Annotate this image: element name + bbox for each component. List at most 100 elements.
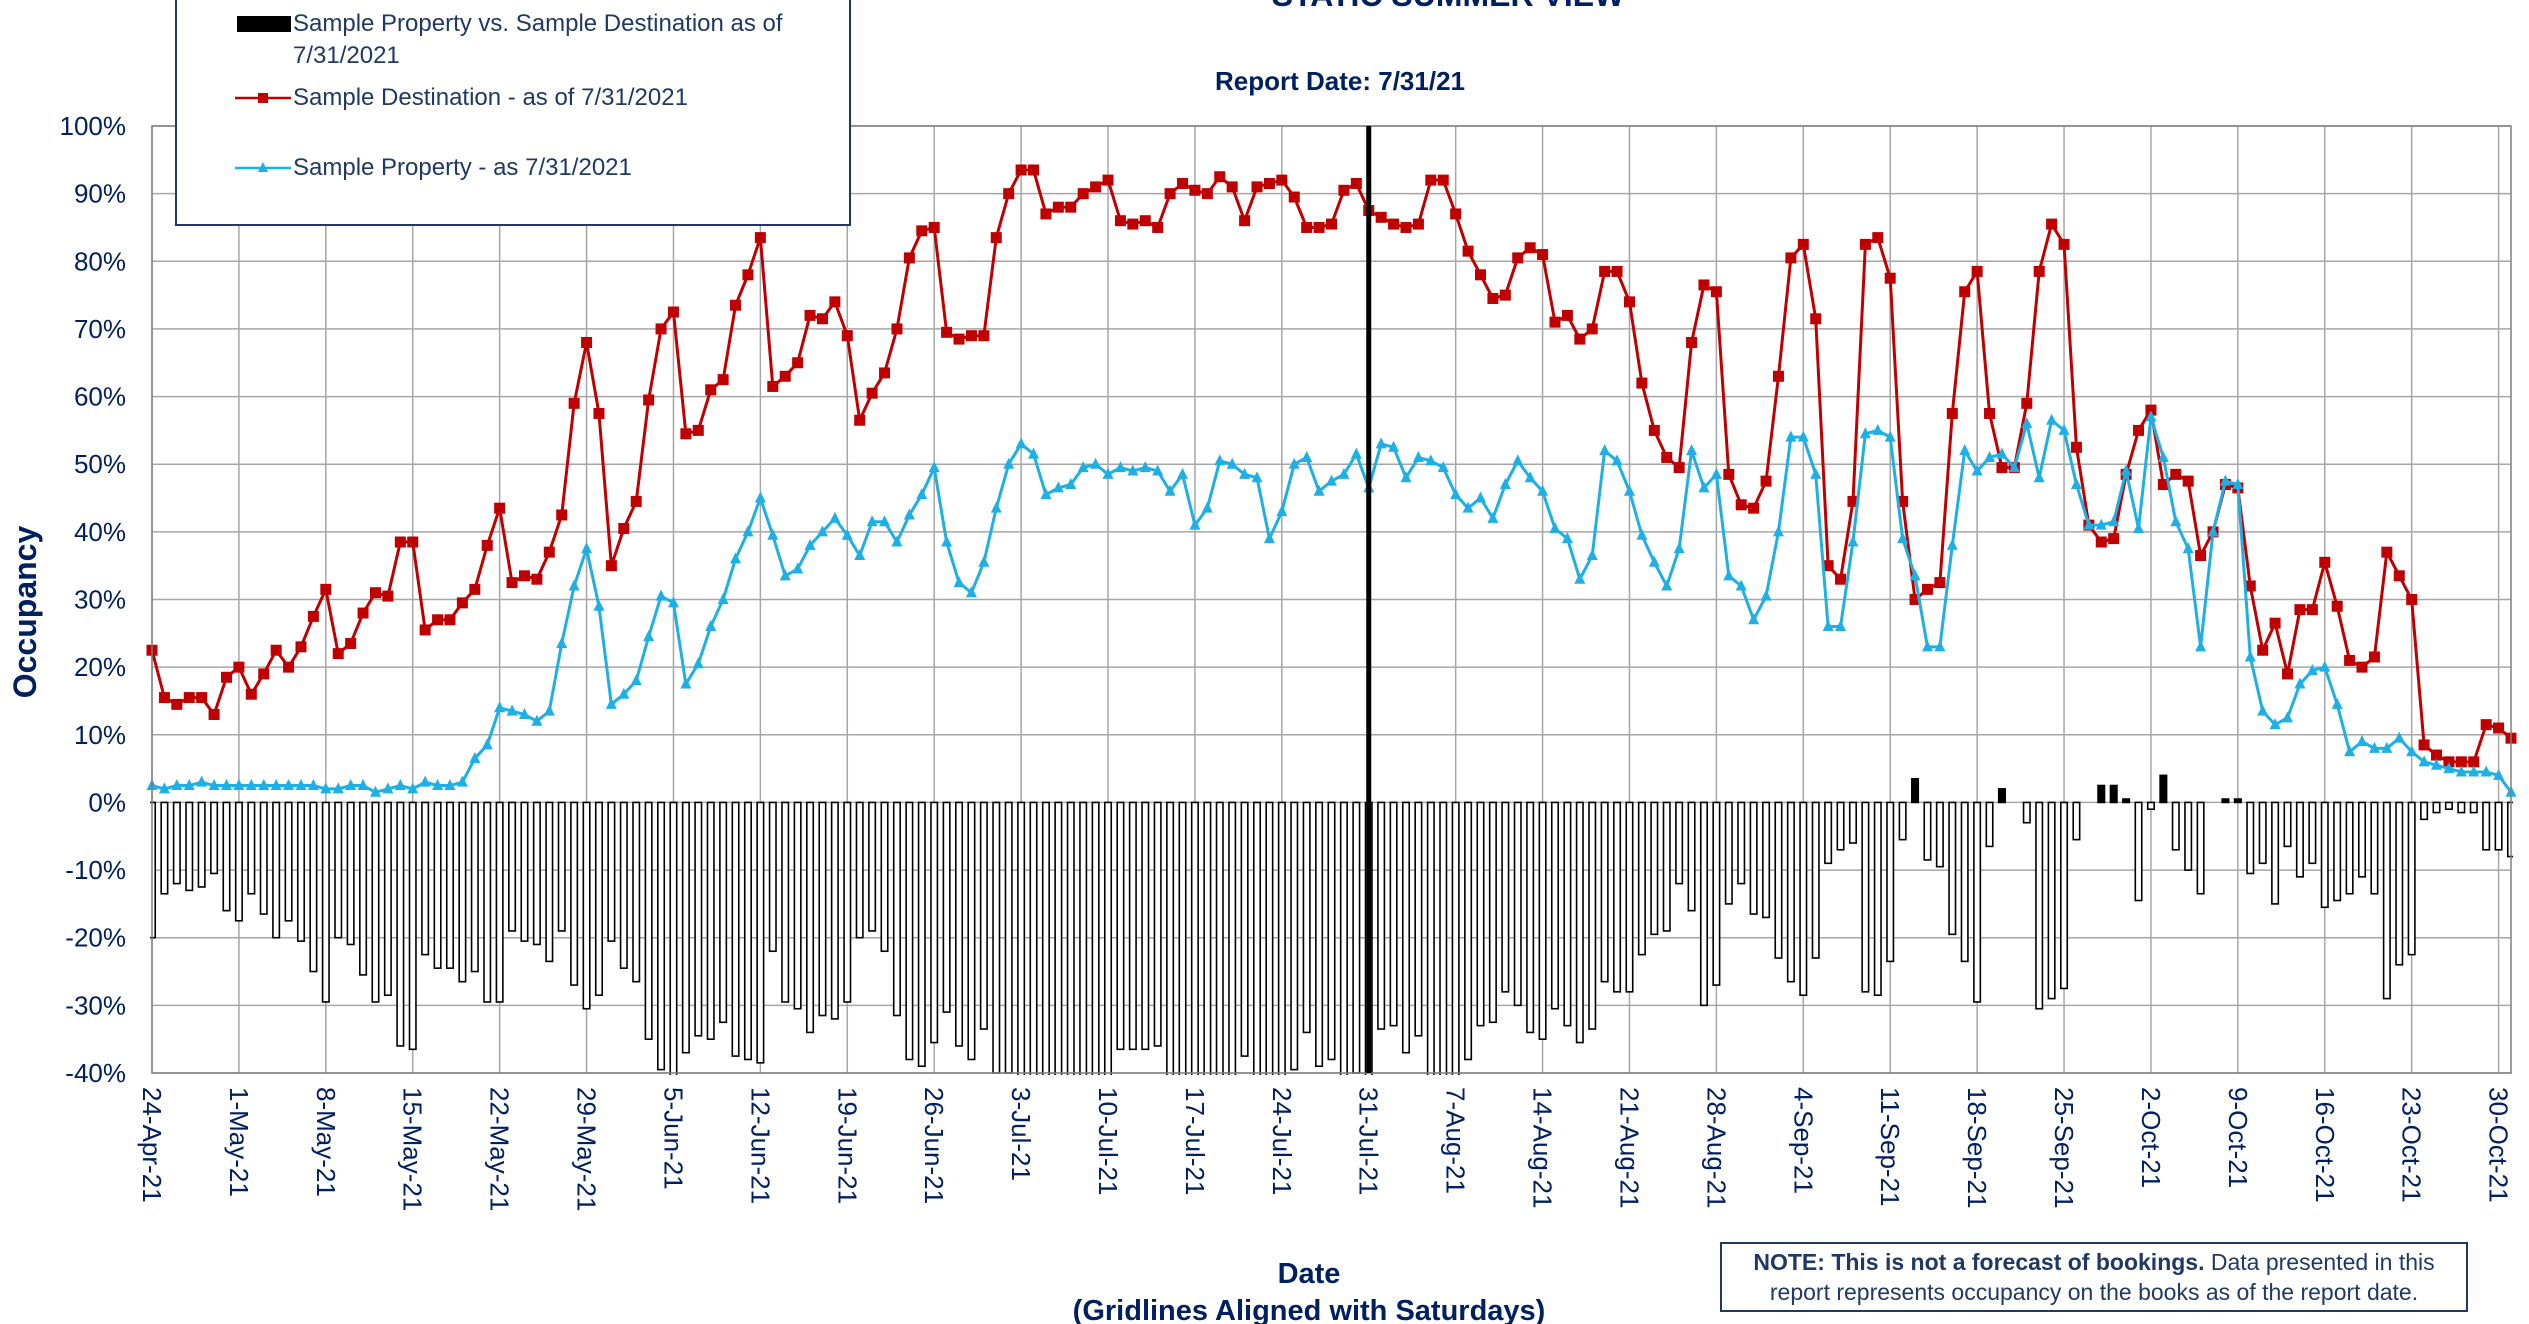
y-tick-label: 30%: [74, 585, 126, 615]
x-tick-label: 29-May-21: [572, 1087, 602, 1211]
line-marker: [593, 407, 605, 419]
line-marker: [1003, 188, 1015, 200]
line-marker: [2108, 533, 2120, 545]
bar: [594, 801, 603, 997]
line-marker: [1723, 468, 1735, 480]
line-marker: [1959, 444, 1971, 456]
line-marker: [990, 501, 1002, 513]
line-marker: [1934, 640, 1946, 652]
line-marker: [1822, 620, 1834, 632]
bar: [1861, 801, 1870, 993]
x-tick-label: 15-May-21: [398, 1087, 428, 1211]
line-marker: [1412, 450, 1424, 462]
bar: [818, 801, 827, 1017]
line-marker: [2182, 475, 2194, 487]
line-marker: [804, 538, 816, 550]
x-tick-label: 3-Jul-21: [1006, 1087, 1036, 1181]
bar: [880, 801, 889, 953]
bar: [2258, 801, 2267, 865]
bar: [967, 801, 976, 1061]
line-marker: [2282, 668, 2294, 680]
bar: [1873, 801, 1882, 997]
line-marker: [1052, 481, 1064, 493]
line-marker: [1996, 447, 2008, 459]
line-marker: [804, 309, 816, 321]
line-marker: [1487, 511, 1499, 523]
bar: [222, 801, 231, 912]
line-marker: [2046, 218, 2058, 230]
line-marker: [1648, 555, 1660, 567]
bar: [2494, 801, 2503, 851]
line-marker: [2319, 660, 2331, 672]
line-marker: [456, 775, 468, 787]
line-marker: [1524, 471, 1536, 483]
line-marker: [953, 576, 965, 588]
lines: [146, 164, 2517, 797]
bar: [2271, 801, 2280, 905]
bar: [2072, 801, 2081, 841]
bar: [2395, 801, 2404, 966]
bar: [2047, 801, 2056, 1000]
line-marker: [2058, 238, 2070, 250]
line-marker: [1177, 177, 1189, 189]
line-marker: [481, 539, 493, 551]
line-marker: [369, 785, 381, 797]
line-marker: [1810, 467, 1822, 479]
line-marker: [1748, 613, 1760, 625]
bar: [2134, 801, 2143, 902]
bar: [1699, 801, 1709, 1007]
bar: [582, 801, 591, 1010]
line-marker: [1114, 215, 1126, 227]
bar: [1774, 801, 1783, 959]
line-marker: [1040, 208, 1052, 220]
line-marker: [1201, 501, 1213, 513]
line-marker: [494, 701, 506, 713]
line-marker: [1450, 208, 1462, 220]
bar: [570, 801, 579, 986]
line-marker: [1859, 427, 1871, 439]
bar: [743, 801, 752, 1061]
bar: [160, 801, 169, 895]
line-marker: [2480, 719, 2492, 731]
bar: [1315, 801, 1324, 1068]
bar: [520, 801, 529, 942]
line-marker: [1574, 572, 1586, 584]
line-marker: [220, 671, 232, 683]
line-marker: [1450, 488, 1462, 500]
bar: [1526, 801, 1535, 1034]
line-marker: [2095, 518, 2107, 530]
line-marker: [1301, 450, 1313, 462]
bar: [2221, 798, 2230, 804]
line-marker: [1897, 532, 1909, 544]
line-marker: [2393, 570, 2405, 582]
line-marker: [1785, 252, 1797, 264]
line-marker: [506, 704, 518, 716]
bar: [1215, 801, 1224, 1075]
line-marker: [1313, 221, 1325, 233]
line-marker: [407, 782, 419, 794]
line-marker: [2046, 413, 2058, 425]
bar: [781, 801, 790, 1003]
x-tick-label: 18-Sep-21: [1962, 1087, 1992, 1208]
bar: [1054, 801, 1063, 1075]
bar: [2035, 801, 2044, 1010]
line-marker: [655, 589, 667, 601]
bar: [2444, 801, 2453, 810]
bar: [1712, 801, 1721, 986]
line-marker: [1251, 181, 1263, 193]
line-marker: [2393, 731, 2405, 743]
line-marker: [1996, 462, 2008, 474]
line-marker: [1524, 242, 1536, 254]
line-marker: [1760, 589, 1772, 601]
line-marker: [419, 624, 431, 636]
line-marker: [158, 782, 170, 794]
line-marker: [1338, 184, 1350, 196]
bar: [1960, 801, 1969, 963]
line-marker: [283, 779, 295, 791]
legend-swatch: [237, 16, 291, 32]
bar: [495, 801, 504, 1003]
bar: [296, 801, 306, 942]
line-marker: [2443, 756, 2455, 768]
line-marker: [270, 779, 282, 791]
